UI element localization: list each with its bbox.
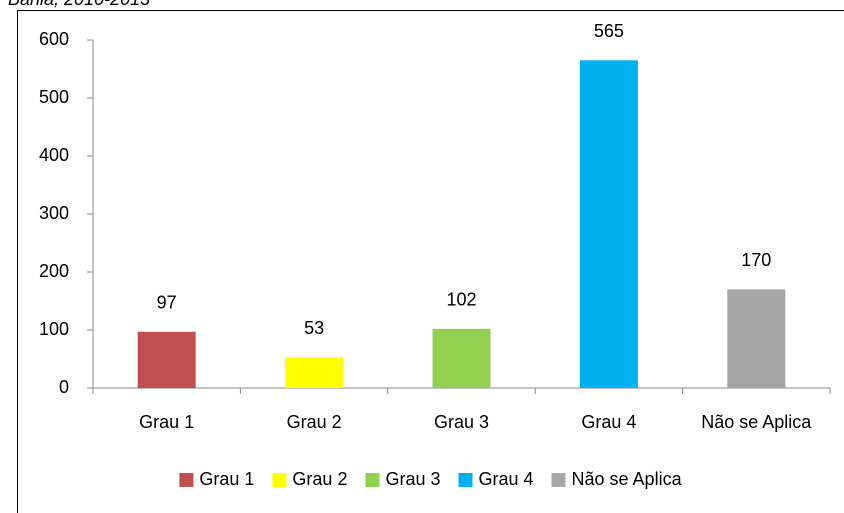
legend-label: Grau 2 — [292, 469, 347, 489]
x-tick-label: Grau 1 — [139, 412, 194, 432]
data-label: 102 — [446, 290, 476, 310]
y-tick-label: 400 — [39, 145, 69, 165]
data-label: 565 — [594, 21, 624, 41]
y-tick-label: 0 — [59, 377, 69, 397]
x-tick-label: Grau 4 — [581, 412, 636, 432]
data-label: 170 — [741, 250, 771, 270]
chart-title: Bahia, 2010-2013 — [8, 0, 150, 9]
bar — [285, 357, 344, 388]
bar — [579, 60, 638, 389]
y-tick-label: 600 — [39, 29, 69, 49]
y-tick-label: 100 — [39, 319, 69, 339]
legend-swatch — [272, 473, 287, 487]
x-tick-label: Não se Aplica — [701, 412, 812, 432]
bar — [727, 289, 786, 388]
legend-label: Grau 3 — [385, 469, 440, 489]
y-tick-label: 500 — [39, 87, 69, 107]
legend-swatch — [551, 473, 566, 487]
x-tick-label: Grau 3 — [434, 412, 489, 432]
y-tick-label: 200 — [39, 261, 69, 281]
legend-swatch — [365, 473, 380, 487]
legend-label: Grau 4 — [478, 469, 533, 489]
legend-label: Grau 1 — [199, 469, 254, 489]
legend-swatch — [458, 473, 473, 487]
bar — [137, 331, 196, 388]
y-tick-label: 300 — [39, 203, 69, 223]
x-tick-label: Grau 2 — [287, 412, 342, 432]
data-label: 97 — [157, 292, 177, 312]
legend-swatch — [179, 473, 194, 487]
bar — [432, 328, 491, 388]
legend-label: Não se Aplica — [572, 469, 683, 489]
data-label: 53 — [304, 318, 324, 338]
